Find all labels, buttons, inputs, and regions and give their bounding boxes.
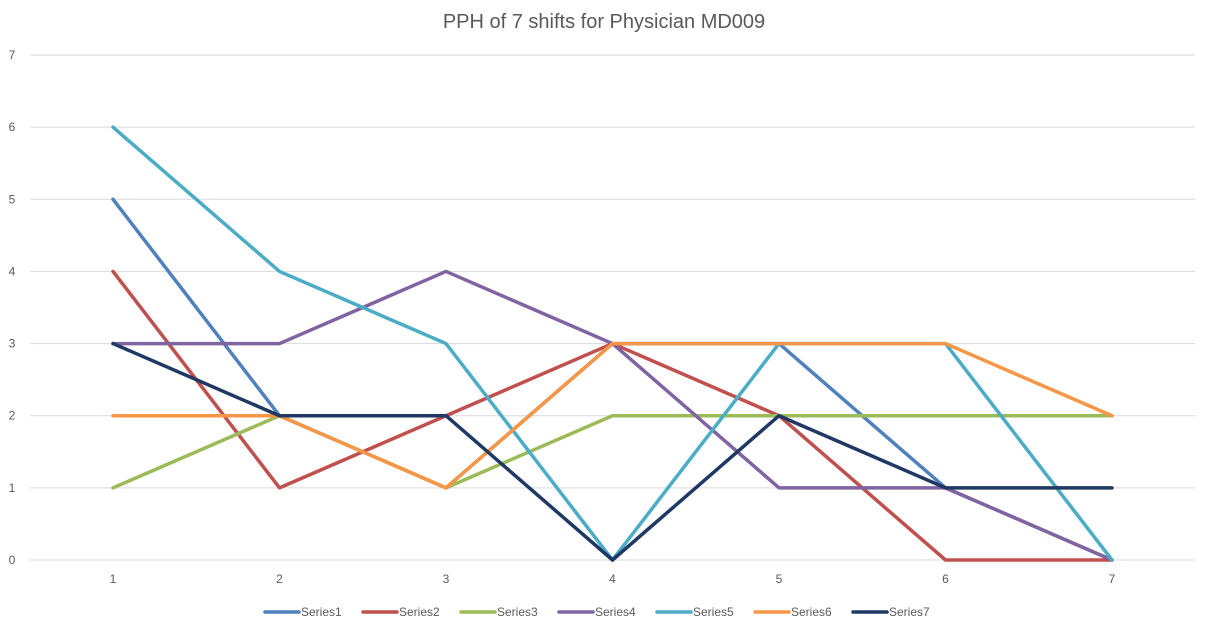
legend-item-1: Series1 <box>263 605 342 619</box>
legend-label: Series6 <box>791 605 832 619</box>
x-tick-label: 5 <box>776 572 783 586</box>
y-tick-label: 5 <box>9 192 16 206</box>
y-tick-label: 3 <box>9 337 16 351</box>
legend-label: Series4 <box>595 605 636 619</box>
chart-title: PPH of 7 shifts for Physician MD009 <box>443 11 765 33</box>
y-tick-label: 4 <box>9 264 16 278</box>
y-tick-label: 7 <box>9 48 16 62</box>
x-tick-label: 7 <box>1109 572 1116 586</box>
y-tick-label: 0 <box>9 553 16 567</box>
legend-label: Series3 <box>497 605 538 619</box>
legend-item-3: Series3 <box>459 605 538 619</box>
legend-label: Series5 <box>693 605 734 619</box>
x-axis-tick-labels: 1 2 3 4 5 6 7 <box>110 572 1116 586</box>
y-tick-label: 1 <box>9 481 16 495</box>
x-tick-label: 4 <box>609 572 616 586</box>
y-tick-label: 2 <box>9 409 16 423</box>
legend-label: Series1 <box>301 605 342 619</box>
legend-item-4: Series4 <box>557 605 636 619</box>
y-tick-label: 6 <box>9 120 16 134</box>
series-line-7 <box>111 341 1114 562</box>
y-axis-tick-labels: 0 1 2 3 4 5 6 7 <box>9 48 16 567</box>
x-tick-label: 3 <box>443 572 450 586</box>
series-lines <box>111 125 1114 562</box>
legend-item-5: Series5 <box>655 605 734 619</box>
x-tick-label: 6 <box>942 572 949 586</box>
legend-label: Series7 <box>889 605 930 619</box>
legend-label: Series2 <box>399 605 440 619</box>
legend: Series1 Series2 Series3 Series4 Series5 Serie… <box>263 605 930 619</box>
legend-item-6: Series6 <box>753 605 832 619</box>
legend-item-2: Series2 <box>361 605 440 619</box>
x-tick-label: 2 <box>276 572 283 586</box>
legend-item-7: Series7 <box>851 605 930 619</box>
x-tick-label: 1 <box>110 572 117 586</box>
